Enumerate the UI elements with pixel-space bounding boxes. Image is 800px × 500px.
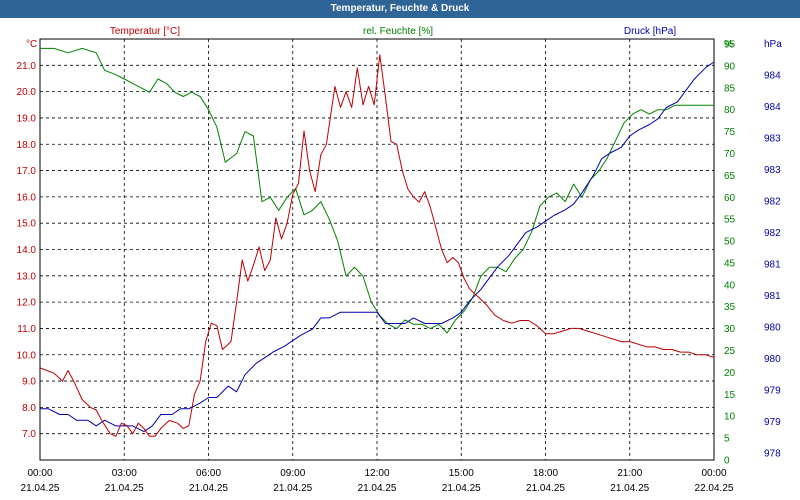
- humidity-tick-label: 65: [724, 171, 736, 182]
- pressure-tick-label: 983: [764, 134, 781, 145]
- pressure-line: [40, 61, 715, 433]
- x-tick-date: 21.04.25: [526, 483, 565, 494]
- pressure-tick-label: 984: [764, 71, 781, 82]
- temp-tick-label: 14.0: [17, 245, 37, 256]
- x-tick-date: 21.04.25: [273, 483, 312, 494]
- pressure-tick-label: 981: [764, 291, 781, 302]
- humidity-tick-label: 30: [724, 324, 736, 335]
- humidity-tick-label: 85: [724, 83, 736, 94]
- pressure-tick-label: 980: [764, 354, 781, 365]
- humidity-unit-label: %: [724, 39, 733, 50]
- x-tick-time: 06:00: [196, 468, 221, 479]
- x-tick-date: 21.04.25: [105, 483, 144, 494]
- humidity-tick-label: 25: [724, 346, 736, 357]
- humidity-axis-ticks: 0 5 10 15 20 25 30 35 40 45 50 55 60 65 70 75 80 85 90 95: [724, 40, 736, 467]
- x-tick-date: 21.04.25: [358, 483, 397, 494]
- time-axis-ticks: 00:00 21.04.25 03:00 21.04.25 06:00 21.04.25 0…: [21, 468, 734, 494]
- x-tick-date: 21.04.25: [442, 483, 481, 494]
- humidity-tick-label: 35: [724, 302, 736, 313]
- humidity-tick-label: 90: [724, 61, 736, 72]
- pressure-tick-label: 984: [764, 102, 781, 113]
- chart-title: Temperatur, Feuchte & Druck: [0, 0, 800, 18]
- humidity-tick-label: 55: [724, 215, 736, 226]
- pressure-tick-label: 978: [764, 449, 781, 460]
- pressure-series-heading: Druck [hPa]: [624, 26, 676, 37]
- temp-axis-ticks: 7.0 8.0 9.0 10.0 11.0 12.0 13.0 14.0 15.0 16.0 17.…: [17, 61, 37, 440]
- humidity-tick-label: 20: [724, 368, 736, 379]
- pressure-unit-label: hPa: [764, 39, 782, 50]
- temp-tick-label: 18.0: [17, 140, 37, 151]
- humidity-tick-label: 50: [724, 237, 736, 248]
- x-tick-time: 18:00: [533, 468, 558, 479]
- temperature-line: [39, 54, 715, 437]
- humidity-tick-label: 0: [724, 456, 730, 467]
- chart-canvas: 7.0 8.0 9.0 10.0 11.0 12.0 13.0 14.0 15.0 16.0 17.…: [17, 26, 783, 494]
- pressure-tick-label: 982: [764, 228, 781, 239]
- temp-tick-label: 10.0: [17, 350, 37, 361]
- humidity-tick-label: 70: [724, 149, 736, 160]
- series-lines: [39, 47, 715, 437]
- grid-lines: [39, 38, 715, 461]
- temp-tick-label: 20.0: [17, 87, 37, 98]
- humidity-tick-label: 75: [724, 127, 736, 138]
- pressure-tick-label: 981: [764, 260, 781, 271]
- temp-tick-label: 13.0: [17, 271, 37, 282]
- x-tick-date: 22.04.25: [695, 483, 734, 494]
- pressure-tick-label: 979: [764, 386, 781, 397]
- x-tick-time: 00:00: [27, 468, 52, 479]
- pressure-tick-label: 983: [764, 165, 781, 176]
- temp-tick-label: 8.0: [22, 403, 36, 414]
- temp-tick-label: 19.0: [17, 113, 37, 124]
- humidity-tick-label: 60: [724, 193, 736, 204]
- humidity-tick-label: 80: [724, 105, 736, 116]
- humidity-tick-label: 45: [724, 258, 736, 269]
- x-tick-date: 21.04.25: [21, 483, 60, 494]
- temp-tick-label: 11.0: [17, 324, 36, 335]
- x-tick-date: 21.04.25: [189, 483, 228, 494]
- humidity-tick-label: 95: [724, 40, 736, 51]
- pressure-tick-label: 982: [764, 197, 781, 208]
- x-tick-date: 21.04.25: [610, 483, 649, 494]
- pressure-tick-label: 980: [764, 323, 781, 334]
- temp-tick-label: 15.0: [17, 219, 37, 230]
- x-tick-time: 12:00: [364, 468, 389, 479]
- x-tick-time: 00:00: [701, 468, 726, 479]
- temp-tick-label: 12.0: [17, 298, 37, 309]
- humidity-line: [40, 47, 714, 334]
- x-tick-time: 21:00: [617, 468, 642, 479]
- humidity-series-heading: rel. Feuchte [%]: [363, 26, 433, 37]
- humidity-tick-label: 10: [724, 412, 736, 423]
- humidity-tick-label: 5: [724, 434, 730, 445]
- temp-tick-label: 9.0: [22, 377, 36, 388]
- temp-tick-label: 17.0: [17, 166, 37, 177]
- temp-series-heading: Temperatur [°C]: [110, 26, 180, 37]
- temp-tick-label: 16.0: [17, 192, 37, 203]
- pressure-axis-ticks: 978 979 979 980 980 981 981 982 982 983 983 984 984: [764, 71, 781, 460]
- humidity-tick-label: 15: [724, 390, 736, 401]
- temp-tick-label: 21.0: [17, 61, 37, 72]
- x-tick-time: 03:00: [112, 468, 137, 479]
- temp-tick-label: 7.0: [22, 429, 36, 440]
- temp-unit-label: °C: [26, 39, 37, 50]
- pressure-tick-label: 979: [764, 417, 781, 428]
- axis-labels: °C% hPa Temperatur [°C] rel. Feuchte [%] Dru…: [26, 26, 782, 50]
- x-tick-time: 09:00: [280, 468, 305, 479]
- x-tick-time: 15:00: [449, 468, 474, 479]
- humidity-tick-label: 40: [724, 280, 736, 291]
